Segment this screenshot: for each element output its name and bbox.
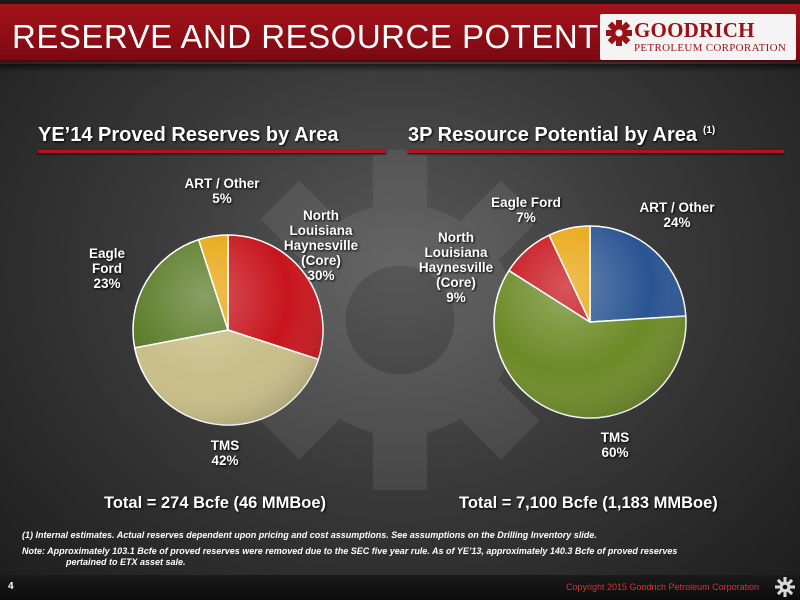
right-slice-art-other xyxy=(589,225,687,323)
footnote-sec-rule: Note: Approximately 103.1 Bcfe of proved… xyxy=(22,546,678,556)
right-chart-title-note: (1) xyxy=(703,125,716,137)
logo-subtitle: PETROLEUM CORPORATION xyxy=(634,42,787,54)
right-title-underline xyxy=(408,150,784,153)
left-label-tms: TMS 42% xyxy=(210,438,240,468)
slide-title: RESERVE AND RESOURCE POTENTIAL xyxy=(12,18,650,55)
right-chart-title-text: 3P Resource Potential by Area xyxy=(408,124,698,146)
page-number: 4 xyxy=(8,581,14,592)
right-label-tms: TMS 60% xyxy=(600,430,630,460)
left-title-underline xyxy=(38,150,386,153)
company-logo: GOODRICH PETROLEUM CORPORATION xyxy=(600,14,796,60)
top-line xyxy=(0,0,800,4)
logo-name: GOODRICH xyxy=(634,18,755,42)
copyright-text: Copyright 2015 Goodrich Petroleum Corpor… xyxy=(566,582,760,592)
right-label-art-other: ART / Other 24% xyxy=(639,200,715,230)
left-chart-total: Total = 274 Bcfe (46 MMBoe) xyxy=(104,494,327,512)
left-label-north-louisiana: North Louisiana Haynesville (Core) 30% xyxy=(283,208,359,283)
right-pie-chart xyxy=(493,225,687,419)
footer-gear-icon xyxy=(775,577,795,597)
footnote-internal-estimates: (1) Internal estimates. Actual reserves … xyxy=(22,530,597,540)
header-shadow xyxy=(0,64,800,72)
gear-logo-icon xyxy=(606,20,632,46)
right-label-eagle-ford: Eagle Ford 7% xyxy=(491,195,561,225)
right-label-north-louisiana: North Louisiana Haynesville (Core) 9% xyxy=(418,230,494,305)
right-chart-title: 3P Resource Potential by Area (1) xyxy=(408,124,715,147)
right-chart-total: Total = 7,100 Bcfe (1,183 MMBoe) xyxy=(459,494,718,512)
footer-bar xyxy=(0,575,800,600)
footnote-sec-rule-continued: pertained to ETX asset sale. xyxy=(66,557,186,567)
left-label-eagle-ford: Eagle Ford 23% xyxy=(88,246,126,291)
left-label-art-other: ART / Other 5% xyxy=(184,176,260,206)
left-chart-title: YE’14 Proved Reserves by Area xyxy=(38,124,339,146)
